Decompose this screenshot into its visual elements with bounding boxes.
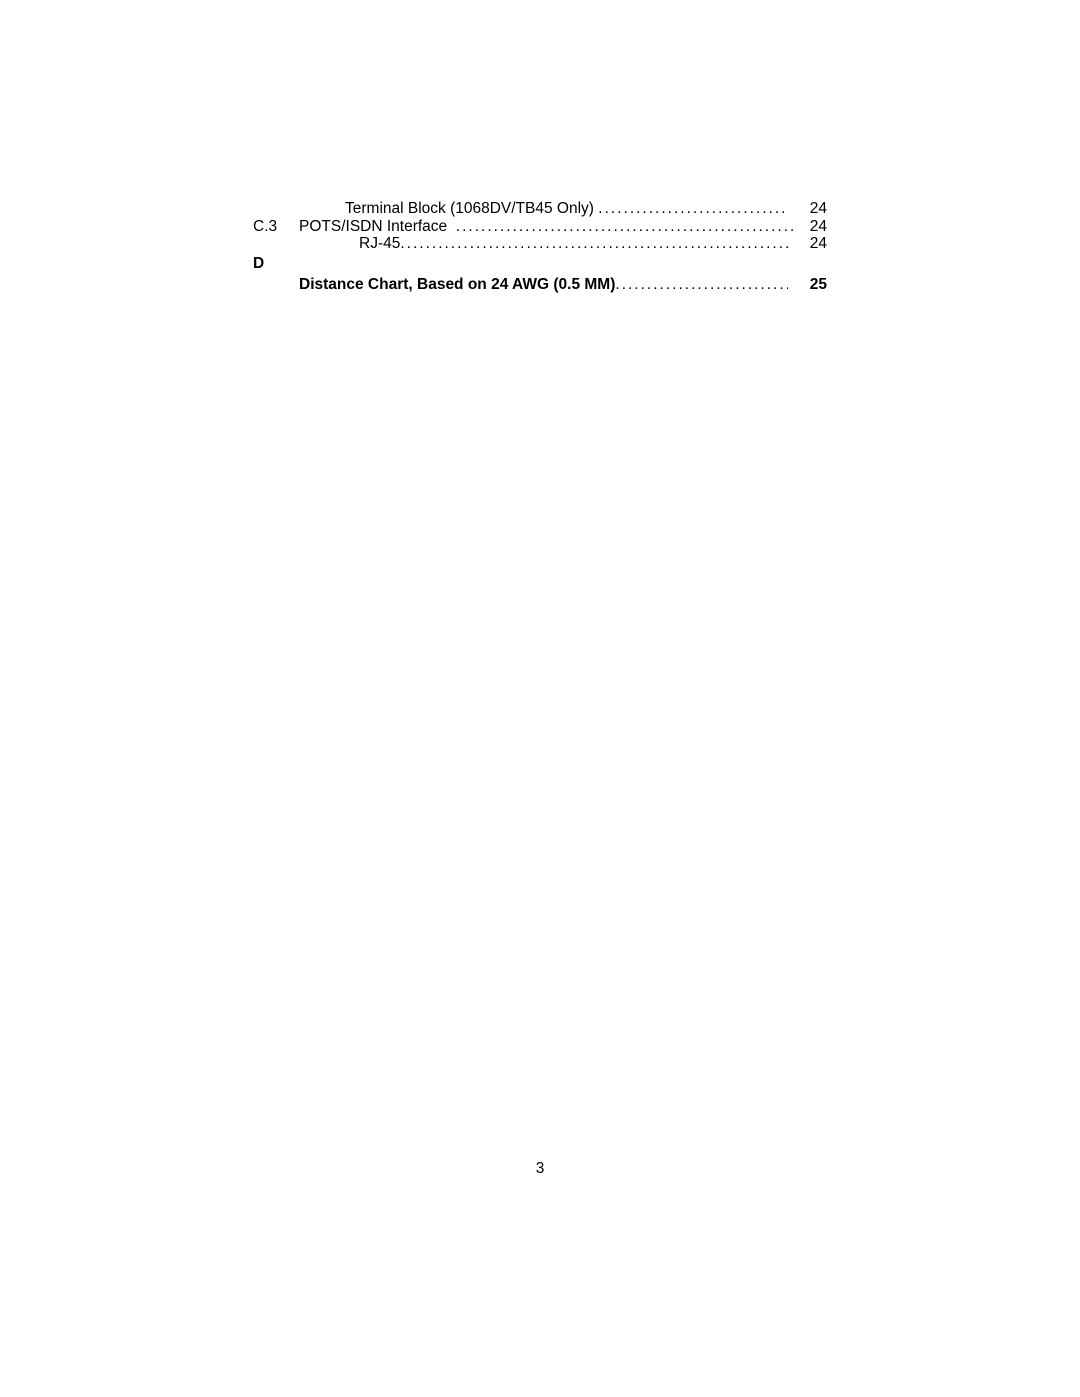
toc-page-number: 24 xyxy=(797,201,827,217)
toc-label: RJ-45 xyxy=(359,236,400,252)
document-page: Terminal Block (1068DV/TB45 Only) 24 C.3… xyxy=(0,0,1080,1397)
toc-section-number: C.3 xyxy=(253,219,299,235)
toc-leader xyxy=(598,201,788,217)
toc-entry: C.3 POTS/ISDN Interface 24 xyxy=(253,219,827,235)
footer-page-number: 3 xyxy=(0,1160,1080,1178)
toc-section-title: Distance Chart, Based on 24 AWG (0.5 MM)… xyxy=(253,277,827,293)
toc-label: Distance Chart, Based on 24 AWG (0.5 MM) xyxy=(299,277,615,293)
toc-appendix-letter: D xyxy=(253,256,827,272)
toc-page-number: 25 xyxy=(797,277,827,293)
toc-leader xyxy=(400,236,788,252)
toc-page-number: 24 xyxy=(797,219,827,235)
toc-label: Terminal Block (1068DV/TB45 Only) xyxy=(345,201,594,217)
toc-page-number: 24 xyxy=(797,236,827,252)
table-of-contents: Terminal Block (1068DV/TB45 Only) 24 C.3… xyxy=(253,201,827,295)
toc-leader xyxy=(615,277,788,293)
toc-label: POTS/ISDN Interface xyxy=(299,219,447,235)
toc-entry: RJ-45 24 xyxy=(253,236,827,252)
toc-leader xyxy=(456,219,793,235)
toc-entry: Terminal Block (1068DV/TB45 Only) 24 xyxy=(253,201,827,217)
